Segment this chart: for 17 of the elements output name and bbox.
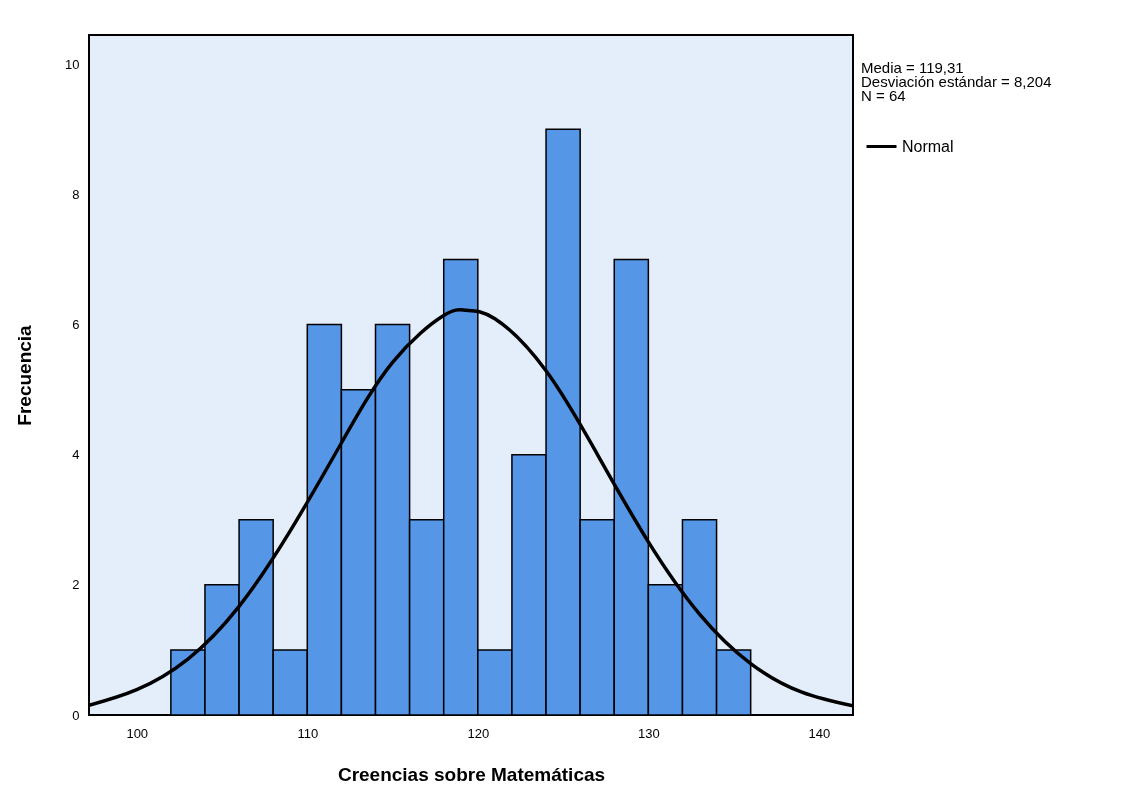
y-tick-label: 8: [72, 186, 80, 202]
legend-label: Normal: [902, 137, 954, 155]
x-tick-label: 100: [126, 725, 149, 741]
y-tick-label: 2: [72, 577, 80, 593]
text: N = 64: [861, 87, 906, 104]
x-tick-label: 140: [808, 725, 831, 741]
y-axis-title: Frecuencia: [14, 324, 36, 426]
x-axis-title: Creencias sobre Matemáticas: [337, 763, 606, 785]
x-tick-label: 110: [297, 725, 319, 741]
text: Desviación estándar = 8,204: [861, 73, 1052, 90]
y-tick-label: 6: [72, 317, 80, 333]
text: Media = 119,31: [861, 59, 964, 76]
x-tick-label: 120: [467, 725, 490, 741]
y-tick-label: 10: [65, 56, 80, 72]
y-tick-label: 4: [72, 447, 80, 463]
y-tick-label: 0: [72, 707, 80, 723]
x-tick-label: 130: [638, 725, 660, 741]
